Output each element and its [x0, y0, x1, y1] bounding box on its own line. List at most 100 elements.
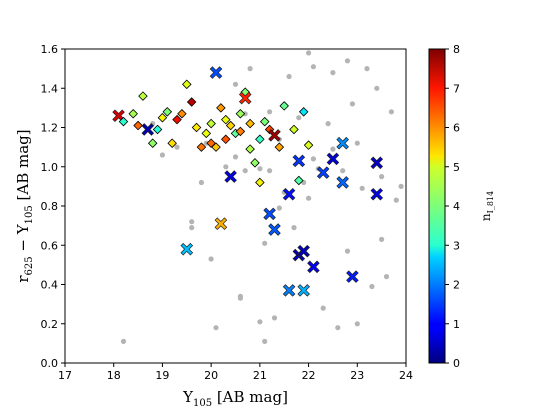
- colorbar-tick-label: 0: [453, 357, 460, 370]
- x-axis-label: Y105 [AB mag]: [182, 388, 288, 409]
- y-tick-label: 1.4: [41, 82, 59, 95]
- background-point: [340, 168, 346, 174]
- background-point: [159, 152, 165, 158]
- data-point-diamond: [245, 144, 255, 154]
- data-point-diamond: [220, 134, 231, 145]
- data-point-x: [269, 224, 280, 235]
- background-point: [267, 109, 273, 115]
- data-point-x: [337, 177, 348, 188]
- background-point: [174, 144, 180, 150]
- background-point: [335, 325, 341, 331]
- data-point-diamond: [206, 138, 216, 148]
- data-point-diamond: [235, 126, 246, 137]
- background-point: [242, 111, 248, 117]
- background-point: [379, 174, 385, 180]
- background-point: [189, 219, 195, 225]
- background-point: [354, 140, 360, 146]
- background-point: [310, 64, 316, 70]
- background-point: [344, 248, 351, 254]
- data-point-diamond: [250, 158, 260, 168]
- colorbar-tick-label: 2: [453, 279, 460, 292]
- background-point: [232, 81, 239, 87]
- data-point-diamond: [147, 138, 158, 148]
- data-point-diamond: [186, 97, 197, 107]
- background-point: [354, 321, 360, 327]
- y-tick-label: 0.2: [41, 318, 59, 331]
- background-point: [310, 156, 316, 162]
- data-point-diamond: [274, 142, 285, 152]
- colorbar-label: nI_814: [479, 191, 495, 221]
- background-point: [242, 168, 248, 174]
- data-point-diamond: [128, 108, 138, 119]
- background-point: [262, 338, 268, 344]
- background-point: [364, 66, 370, 72]
- data-point-x: [264, 208, 275, 220]
- data-point-diamond: [220, 114, 231, 125]
- data-point-x: [283, 188, 295, 200]
- background-point: [247, 66, 253, 72]
- data-point-diamond: [118, 116, 129, 127]
- background-point: [223, 164, 229, 170]
- x-tick-label: 17: [58, 369, 72, 382]
- background-point: [237, 295, 243, 301]
- colored-points-layer: [112, 66, 384, 297]
- data-point-diamond: [245, 118, 255, 129]
- data-point-diamond: [206, 118, 216, 129]
- y-tick-label: 0.4: [41, 279, 59, 292]
- background-point: [271, 315, 278, 321]
- colorbar: [428, 48, 446, 364]
- data-point-x: [308, 261, 319, 273]
- data-point-diamond: [152, 124, 163, 135]
- data-point-x: [298, 285, 309, 296]
- background-point: [374, 85, 380, 91]
- x-tick-label: 18: [107, 369, 121, 382]
- data-point-diamond: [133, 120, 143, 131]
- background-point: [291, 225, 297, 231]
- colorbar-tick-label: 1: [453, 318, 460, 331]
- background-point: [369, 283, 375, 290]
- data-point-diamond: [138, 91, 148, 101]
- background-point: [306, 50, 312, 56]
- background-point: [383, 274, 390, 280]
- background-point: [398, 183, 404, 189]
- background-point: [344, 58, 351, 64]
- background-point: [198, 179, 204, 186]
- y-tick-label: 1.6: [41, 43, 59, 56]
- x-tick-label: 20: [204, 369, 218, 382]
- data-point-x: [283, 285, 295, 296]
- data-point-x: [347, 271, 358, 282]
- background-point: [267, 168, 273, 174]
- background-point: [393, 197, 399, 203]
- background-point: [213, 325, 219, 331]
- data-point-diamond: [157, 112, 168, 123]
- data-point-x: [225, 171, 236, 182]
- background-point: [359, 185, 365, 191]
- background-point: [325, 121, 331, 127]
- colorbar-tick-label: 6: [453, 122, 460, 135]
- background-point: [208, 256, 214, 262]
- data-point-x: [215, 218, 227, 229]
- y-axis-label: r625 − Y105 [AB mag]: [14, 129, 35, 282]
- data-point-x: [293, 155, 305, 167]
- plot-frame: [64, 48, 407, 364]
- background-points-layer: [120, 50, 404, 344]
- x-tick-label: 24: [399, 369, 413, 382]
- background-point: [330, 146, 336, 152]
- background-point: [296, 115, 302, 121]
- data-point-x: [317, 167, 329, 178]
- data-point-diamond: [255, 177, 265, 188]
- y-tick-label: 0.6: [41, 239, 59, 252]
- background-point: [262, 240, 268, 246]
- background-point: [286, 73, 292, 80]
- data-point-x: [142, 124, 154, 135]
- background-point: [379, 236, 385, 242]
- data-point-x: [113, 110, 124, 122]
- data-point-x: [210, 67, 222, 78]
- data-point-diamond: [289, 124, 299, 135]
- data-point-x: [371, 188, 383, 200]
- data-point-diamond: [211, 142, 221, 152]
- background-point: [232, 154, 239, 160]
- x-axis-ticks: 17 18 19 20 21 22 23 24: [58, 363, 413, 382]
- data-point-diamond: [162, 107, 173, 117]
